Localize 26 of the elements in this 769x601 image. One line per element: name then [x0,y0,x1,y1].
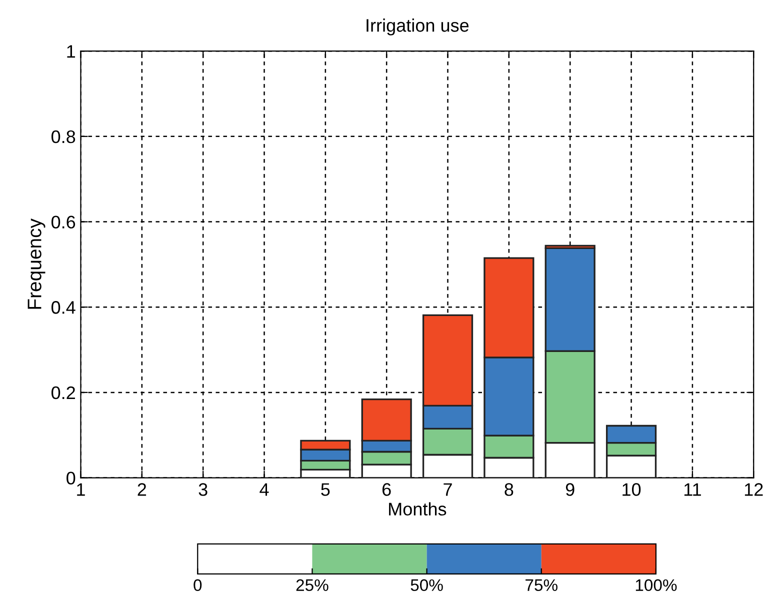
y-tick-label: 0.4 [51,301,76,314]
x-tick-label: 9 [566,483,574,496]
x-axis-title: Months [389,502,446,516]
x-tick-label: 7 [444,483,452,496]
color-bar-label: 75% [526,579,558,592]
x-tick-label: 12 [744,483,763,496]
x-tick-label: 11 [684,483,701,496]
x-tick-label: 6 [382,483,391,496]
y-tick-label: 1 [67,45,76,58]
x-tick-label: 10 [622,483,641,496]
x-tick-label: 2 [138,483,146,496]
chart-title: Irrigation use [366,18,469,36]
y-axis-title: Frequency [28,218,46,309]
color-bar-label: 0 [194,579,202,592]
y-tick-label: 0 [66,472,76,485]
x-tick-label: 4 [260,483,269,496]
color-bar-label: 100% [636,579,677,592]
x-tick-label: 5 [321,483,330,496]
y-tick-label: 0.8 [51,130,76,144]
color-bar-label: 50% [410,579,443,592]
y-tick-label: 0.6 [51,216,76,228]
y-tick-label: 0.2 [51,386,75,400]
x-tick-label: 1 [77,483,85,496]
x-tick-label: 3 [198,483,208,496]
color-bar-label: 25% [296,579,328,592]
x-tick-label: 8 [504,483,514,496]
